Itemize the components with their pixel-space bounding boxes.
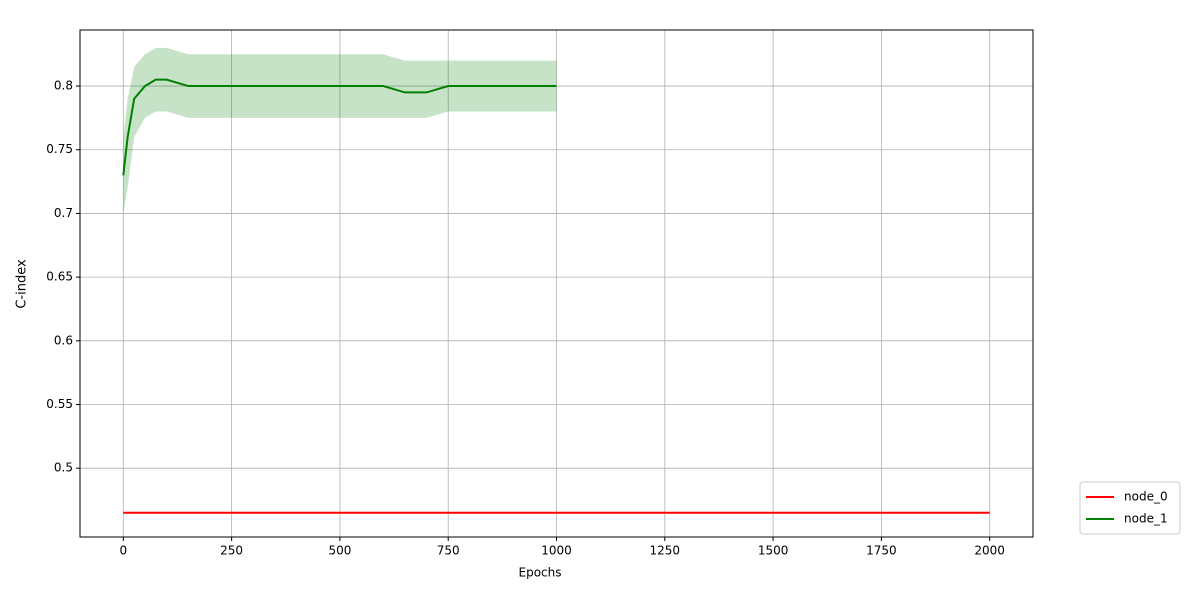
y-axis-label: C-index [15, 259, 30, 309]
x-axis-label: Epochs [519, 566, 562, 580]
y-tick-label: 0.5 [54, 461, 73, 475]
x-tick-label: 1750 [866, 544, 897, 558]
legend-box [1079, 481, 1181, 535]
y-tick-label: 0.7 [54, 206, 73, 220]
x-tick-label: 500 [328, 544, 351, 558]
x-tick-label: 1000 [541, 544, 572, 558]
y-tick-label: 0.6 [54, 333, 73, 347]
x-tick-label: 1500 [758, 544, 789, 558]
x-tick-label: 2000 [974, 544, 1005, 558]
plot-frame [79, 29, 1034, 538]
x-tick-label: 1250 [650, 544, 681, 558]
y-tick-label: 0.8 [54, 79, 73, 93]
y-tick-label: 0.55 [46, 397, 73, 411]
legend-label: node_1 [1124, 512, 1168, 526]
x-tick-label: 0 [119, 544, 127, 558]
confidence-band [123, 47, 557, 214]
y-tick-label: 0.65 [46, 270, 73, 284]
x-tick-label: 250 [220, 544, 243, 558]
x-tick-label: 750 [437, 544, 460, 558]
series-line [122, 78, 557, 176]
legend: node_0 node_1 [1079, 481, 1181, 535]
y-tick-label: 0.75 [46, 142, 73, 156]
legend-label: node_0 [1124, 490, 1168, 504]
